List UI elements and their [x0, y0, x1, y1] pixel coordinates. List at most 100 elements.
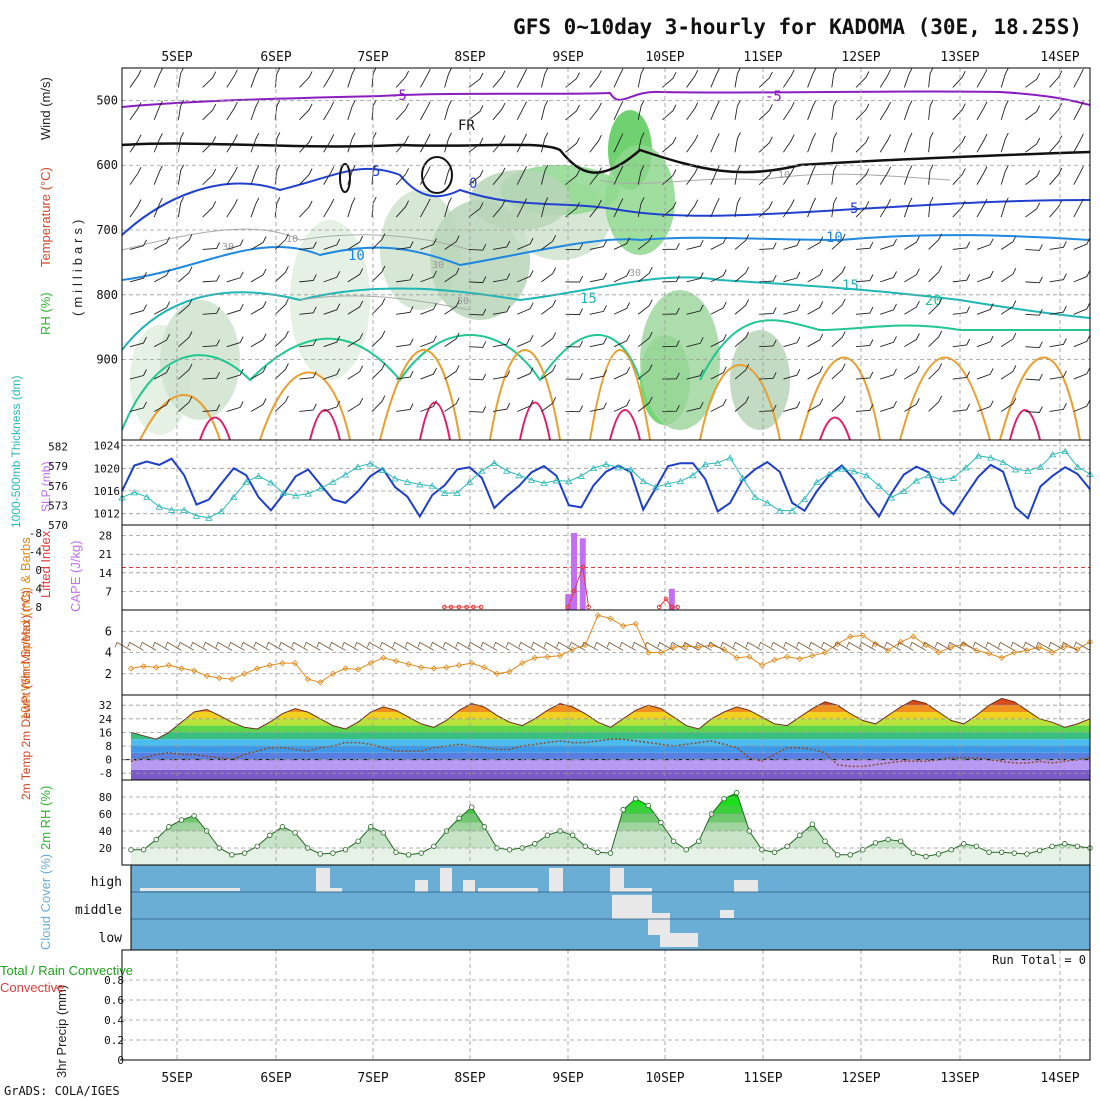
rh-marker [468, 804, 475, 810]
thickness-marker [279, 489, 288, 496]
temperature-contour [121, 319, 1090, 431]
wind-barb [807, 236, 824, 250]
wind-barb [202, 168, 217, 185]
wind-barb [516, 133, 528, 153]
cloud-bar [478, 888, 538, 892]
wind-barb [952, 403, 971, 412]
wind-speed-marker [897, 638, 904, 645]
wind-barb [1049, 135, 1063, 153]
thickness-marker [217, 507, 225, 515]
y-tick-label: 32 [99, 699, 112, 712]
wind-barb [347, 268, 364, 283]
wind-barb [565, 308, 584, 315]
ylabel-cloud-cover: Cloud Cover (%) [38, 854, 53, 950]
wind-speed-marker [165, 662, 172, 669]
wind-barb [274, 395, 289, 412]
wind-barb [153, 197, 163, 218]
wind-barb [492, 240, 511, 250]
wind-barb [299, 274, 317, 283]
rh-marker [317, 851, 323, 857]
wind-barb [541, 234, 557, 250]
wind-barb [662, 275, 680, 283]
thickness-marker [689, 472, 697, 479]
wind-barb [202, 307, 221, 315]
wind-barb [129, 199, 142, 218]
wind-barb [855, 371, 874, 380]
wind-barb [686, 134, 699, 153]
temperature-contour [421, 156, 453, 194]
wind-barb [613, 165, 624, 185]
wind-barb-10m [177, 641, 195, 651]
wind-barb [299, 200, 313, 218]
wind-barb [178, 266, 193, 283]
rh-marker [532, 841, 538, 847]
wind-barb [153, 165, 163, 185]
wind-barb [928, 265, 943, 283]
wind-barb [1025, 308, 1043, 316]
cloud-bar [316, 868, 330, 892]
contour-label: 50 [457, 296, 469, 307]
rh-marker [683, 847, 689, 853]
wind-barb [371, 265, 386, 283]
wind-barb [613, 399, 631, 412]
rh-marker [405, 852, 412, 858]
wind-barb [952, 371, 971, 380]
thickness-marker [292, 492, 300, 499]
wind-barb [516, 165, 528, 185]
wind-barb [541, 332, 557, 348]
rh-marker [885, 836, 891, 843]
wind-barb [976, 101, 988, 121]
rh-marker [809, 821, 816, 827]
wind-barb [855, 200, 870, 218]
thickness-marker [949, 474, 958, 481]
wind-barb [444, 332, 460, 348]
y-tick-label: 40 [99, 825, 112, 838]
rh-marker [1074, 843, 1081, 849]
wind-barb [492, 102, 506, 121]
wind-barb [686, 199, 699, 218]
x-tick-label-top: 11SEP [743, 50, 782, 65]
wind-barb [250, 301, 267, 315]
wind-speed-marker [380, 654, 387, 661]
wind-barb [420, 367, 437, 380]
wind-barb [1049, 70, 1063, 88]
wind-barb [468, 72, 484, 88]
rh-contour [299, 295, 471, 311]
wind-barb [880, 336, 897, 348]
thickness-marker [478, 467, 486, 474]
ylabel-thickness: 1000-500mb Thickness (dm) [9, 375, 23, 528]
wind-barb [637, 266, 653, 283]
wind-barb [202, 103, 217, 121]
wind-barb-10m [165, 641, 182, 651]
wind-speed-marker [191, 667, 198, 674]
thickness-marker [602, 460, 610, 468]
wind-speed-marker [910, 633, 917, 640]
wind-barb-10m [947, 641, 965, 651]
wind-barb [807, 132, 817, 153]
wind-barb [831, 196, 838, 218]
wind-speed-marker [153, 664, 160, 671]
wind-barb [662, 307, 680, 315]
wind-barb [637, 364, 653, 380]
x-tick-label-top: 7SEP [357, 50, 388, 65]
wind-speed-marker [1061, 643, 1068, 650]
wind-barb-10m [354, 641, 371, 651]
wind-barb [395, 135, 410, 153]
wind-barb [202, 201, 217, 218]
wind-barb [855, 404, 874, 412]
wind-barb [1000, 235, 1017, 250]
rh-marker [569, 832, 576, 838]
wind-barb [226, 69, 238, 88]
rh-marker [380, 830, 387, 836]
wind-barb [565, 201, 580, 218]
rh-marker [393, 849, 399, 855]
thickness-marker [987, 454, 995, 461]
wind-barb [323, 400, 341, 412]
wind-speed-marker [620, 622, 627, 630]
wind-barb [637, 164, 645, 185]
wind-barb [589, 337, 607, 348]
wind-barb [226, 368, 244, 380]
wind-barb [153, 366, 171, 380]
wind-barb [129, 401, 147, 412]
rh-marker [1011, 850, 1017, 856]
